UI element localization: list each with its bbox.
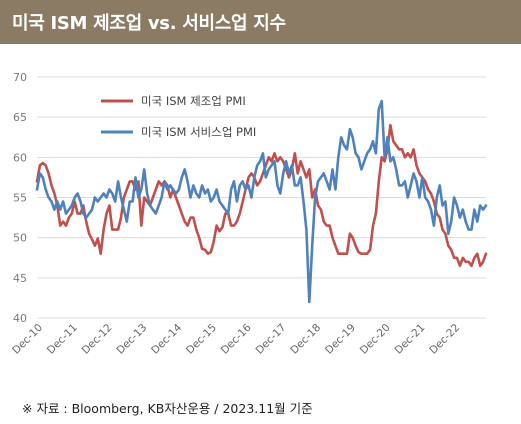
y-tick-label-50: 50 (13, 232, 27, 245)
x-tick-label: Dec-17 (253, 322, 288, 357)
x-tick-label: Dec-22 (427, 322, 462, 357)
source-note: ※ 자료 : Bloomberg, KB자산운용 / 2023.11월 기준 (22, 401, 313, 416)
x-tick-label: Dec-14 (149, 321, 184, 356)
y-tick-label-70: 70 (13, 71, 27, 84)
x-tick-label: Dec-15 (184, 322, 219, 357)
header-banner: 미국 ISM 제조업 vs. 서비스업 지수 (0, 0, 521, 44)
x-tick-label: Dec-11 (45, 322, 80, 357)
page-title: 미국 ISM 제조업 vs. 서비스업 지수 (12, 13, 286, 34)
x-tick-label: Dec-12 (80, 322, 115, 357)
y-tick-label-60: 60 (13, 151, 27, 164)
x-tick-label: Dec-13 (114, 322, 149, 357)
x-tick-label: Dec-19 (323, 322, 358, 357)
y-tick-label-55: 55 (13, 192, 27, 205)
series-line-manufacturing (35, 123, 488, 268)
y-tick-label-65: 65 (13, 111, 27, 124)
x-tick-label: Dec-10 (10, 322, 45, 357)
x-tick-label: Dec-20 (358, 322, 393, 357)
y-tick-label-40: 40 (13, 312, 27, 325)
x-tick-label: Dec-16 (219, 321, 254, 356)
legend-label-services: 미국 ISM 서비스업 PMI (141, 125, 256, 139)
x-tick-label: Dec-21 (393, 322, 428, 357)
y-tick-label-45: 45 (13, 272, 27, 285)
x-tick-label: Dec-18 (288, 322, 323, 357)
legend-label-manufacturing: 미국 ISM 제조업 PMI (141, 94, 246, 108)
series-line-services (35, 99, 488, 304)
